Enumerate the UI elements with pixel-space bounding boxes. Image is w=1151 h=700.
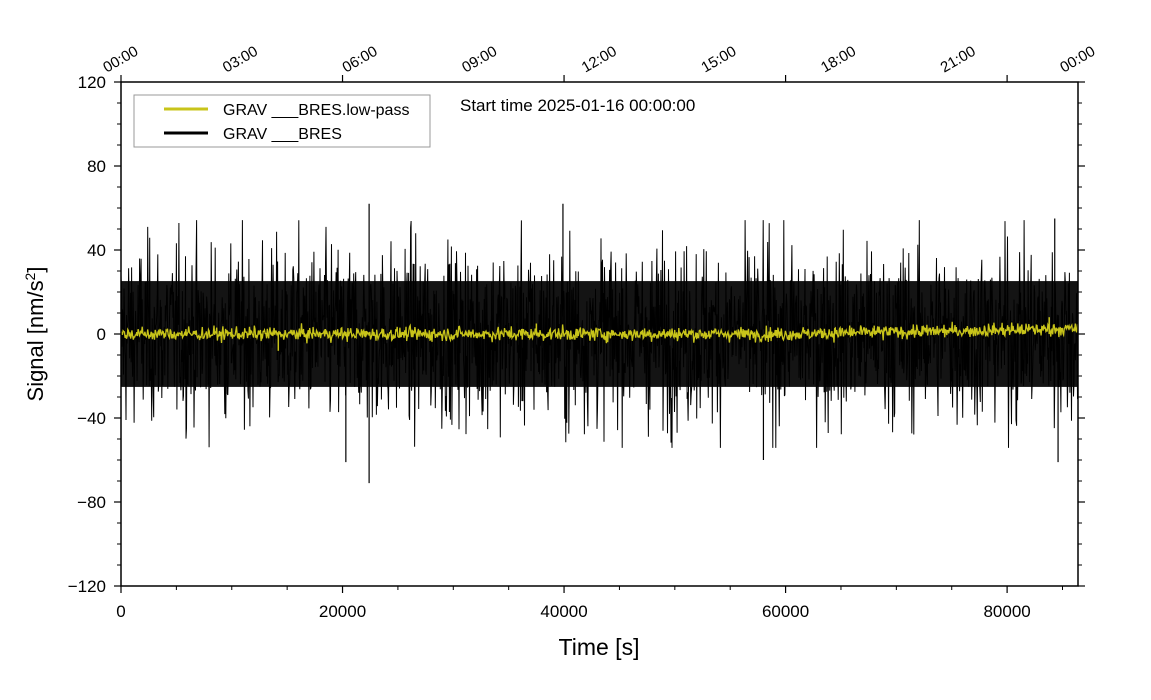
x-tick-label: 60000 [762,602,809,621]
x-tick-label: 40000 [540,602,587,621]
legend-box [133,94,431,148]
top-axis-label: 18:00 [818,43,859,76]
y-tick-label: −120 [68,577,106,596]
x-tick-label: 80000 [983,602,1030,621]
series-line-lowpass [121,321,1078,344]
y-tick-label: −40 [77,409,106,428]
y-tick-label: 40 [87,241,106,260]
top-axis-label: 00:00 [1057,43,1098,76]
x-tick-label: 0 [116,602,125,621]
y-tick-label: 120 [78,73,106,92]
top-axis-label: 00:00 [100,43,141,76]
y-tick-label: −80 [77,493,106,512]
y-tick-label: 80 [87,157,106,176]
start-time-annotation: Start time 2025-01-16 00:00:00 [460,96,695,115]
top-axis-label: 21:00 [938,43,979,76]
legend-label-raw: GRAV ___BRES [223,126,342,143]
x-axis-label: Time [s] [559,634,640,660]
x-tick-label: 20000 [319,602,366,621]
top-axis-label: 03:00 [220,43,261,76]
top-axis-label: 12:00 [579,43,620,76]
top-axis-label: 06:00 [339,43,380,76]
y-tick-label: 0 [97,325,106,344]
series-layer [121,203,1078,484]
top-axis-label: 15:00 [698,43,739,76]
top-axis-label: 09:00 [459,43,500,76]
legend-label-lowpass: GRAV ___BRES.low-pass [223,102,409,119]
legend: GRAV ___BRES.low-pass GRAV ___BRES [133,94,431,148]
y-axis-label: Signal [nm/s2] [22,267,48,402]
